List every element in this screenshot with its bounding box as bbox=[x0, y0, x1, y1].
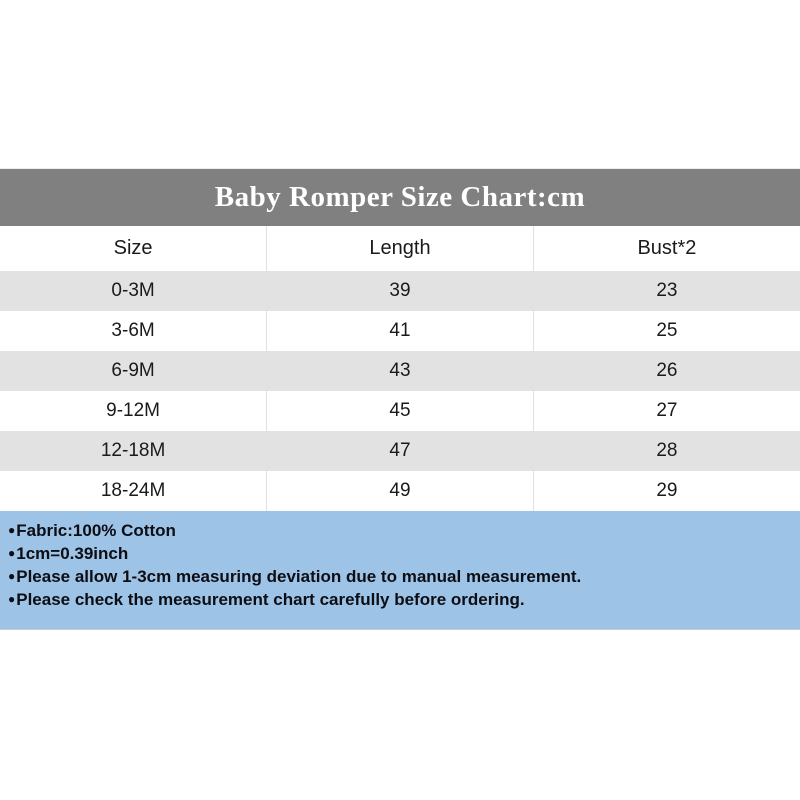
column-header-length: Length bbox=[266, 226, 534, 271]
bullet-icon: ● bbox=[8, 592, 16, 606]
column-header-bust: Bust*2 bbox=[532, 226, 800, 271]
chart-title-bar: Baby Romper Size Chart:cm bbox=[0, 168, 800, 226]
table-cell-size: 12-18M bbox=[0, 431, 268, 471]
table-cell-bust: 23 bbox=[532, 271, 800, 311]
notes-panel: ●Fabric:100% Cotton ●1cm=0.39inch ●Pleas… bbox=[0, 511, 800, 630]
chart-title: Baby Romper Size Chart:cm bbox=[214, 181, 586, 213]
table-row: 12-18M 47 28 bbox=[0, 431, 800, 471]
table-cell-size: 0-3M bbox=[0, 271, 268, 311]
column-header-size: Size bbox=[0, 226, 268, 271]
table-cell-bust: 26 bbox=[532, 351, 800, 391]
table-cell-size: 9-12M bbox=[0, 391, 268, 431]
size-table: Size Length Bust*2 0-3M 39 23 3-6M 41 25… bbox=[0, 226, 800, 511]
table-cell-bust: 28 bbox=[532, 431, 800, 471]
note-deviation: ●Please allow 1-3cm measuring deviation … bbox=[8, 565, 792, 588]
table-row: 9-12M 45 27 bbox=[0, 391, 800, 431]
table-row: 18-24M 49 29 bbox=[0, 471, 800, 511]
table-header-row: Size Length Bust*2 bbox=[0, 226, 800, 271]
note-fabric: ●Fabric:100% Cotton bbox=[8, 519, 792, 542]
table-cell-length: 41 bbox=[266, 311, 534, 351]
table-cell-bust: 25 bbox=[532, 311, 800, 351]
table-cell-length: 47 bbox=[266, 431, 534, 471]
table-cell-length: 45 bbox=[266, 391, 534, 431]
table-row: 0-3M 39 23 bbox=[0, 271, 800, 311]
table-cell-bust: 29 bbox=[532, 471, 800, 511]
table-cell-size: 18-24M bbox=[0, 471, 268, 511]
table-cell-size: 3-6M bbox=[0, 311, 268, 351]
bullet-icon: ● bbox=[8, 523, 16, 537]
note-text: Fabric:100% Cotton bbox=[16, 521, 176, 540]
table-cell-size: 6-9M bbox=[0, 351, 268, 391]
table-cell-length: 43 bbox=[266, 351, 534, 391]
note-conversion: ●1cm=0.39inch bbox=[8, 542, 792, 565]
note-text: 1cm=0.39inch bbox=[16, 544, 129, 563]
note-check-chart: ●Please check the measurement chart care… bbox=[8, 588, 792, 611]
table-row: 3-6M 41 25 bbox=[0, 311, 800, 351]
table-cell-length: 49 bbox=[266, 471, 534, 511]
bullet-icon: ● bbox=[8, 546, 16, 560]
table-cell-bust: 27 bbox=[532, 391, 800, 431]
note-text: Please allow 1-3cm measuring deviation d… bbox=[16, 567, 582, 586]
bullet-icon: ● bbox=[8, 569, 16, 583]
top-whitespace bbox=[0, 0, 800, 168]
table-row: 6-9M 43 26 bbox=[0, 351, 800, 391]
table-cell-length: 39 bbox=[266, 271, 534, 311]
note-text: Please check the measurement chart caref… bbox=[16, 590, 525, 609]
